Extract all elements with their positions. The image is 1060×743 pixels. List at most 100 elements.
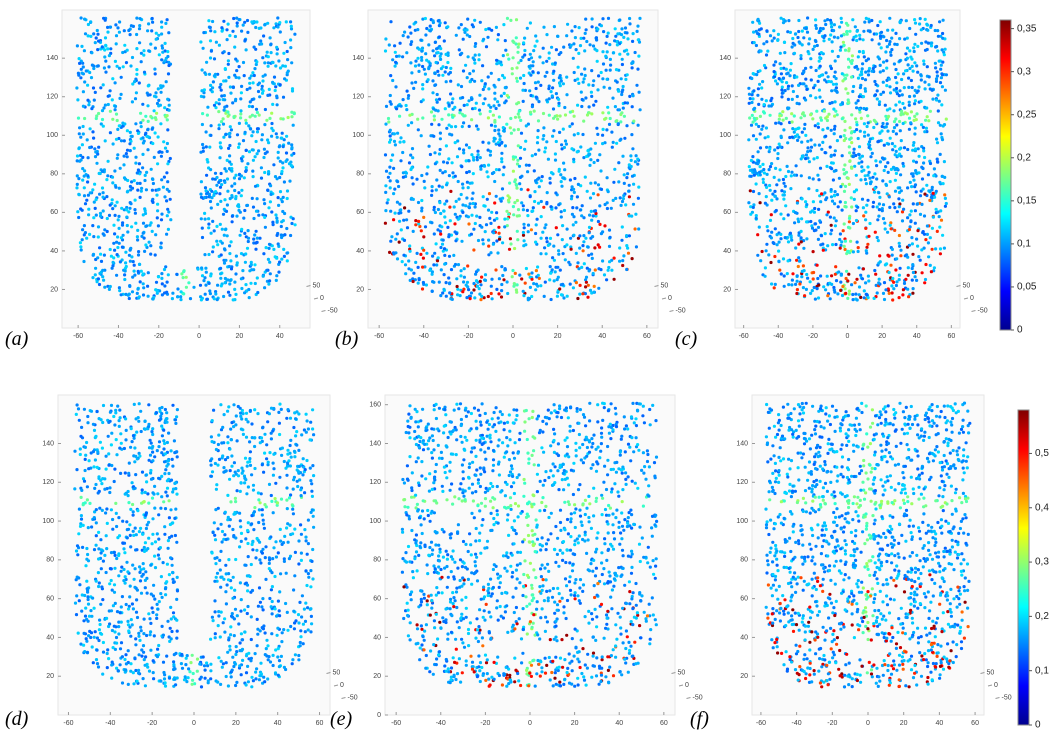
cloud-point [130,55,135,60]
cloud-point [867,145,871,150]
cloud-point [804,287,809,291]
cloud-point [521,204,525,208]
cloud-point [229,267,234,271]
cloud-point [851,250,856,254]
cloud-point [523,53,527,57]
cloud-point [149,648,153,652]
cloud-point [146,271,150,275]
cloud-point [622,49,627,53]
cloud-point [79,517,84,521]
cloud-point [830,25,834,29]
cloud-point [489,251,493,255]
cloud-point [487,238,491,242]
cloud-point [439,294,443,298]
cloud-point [496,38,500,42]
cloud-point [767,150,771,154]
cloud-point [500,160,504,164]
cloud-point [260,138,264,142]
cloud-point [141,118,145,122]
cloud-point [834,265,838,269]
cloud-point [877,202,882,206]
cloud-point [275,135,279,139]
cloud-point [855,240,859,244]
cloud-point [480,294,484,298]
cloud-point [78,126,82,130]
cloud-point [576,77,580,81]
cloud-point [163,59,167,63]
cloud-point [165,187,169,191]
cloud-point [576,65,580,69]
cloud-point [804,153,809,157]
cloud-point [916,229,920,233]
cloud-point [204,283,208,287]
cloud-point [568,124,572,128]
cloud-point [142,49,146,53]
cloud-point [580,214,584,218]
cloud-point [390,235,394,239]
cloud-point [456,83,460,87]
cloud-point [909,78,914,83]
cloud-point [829,223,833,227]
cloud-point [532,169,536,173]
cloud-point [225,203,229,207]
cloud-point [818,64,822,68]
cloud-point [592,160,596,165]
cloud-point [233,73,237,77]
cloud-point [91,86,96,90]
cloud-point [880,125,884,129]
cloud-point [779,237,783,241]
cloud-point [223,198,227,202]
cloud-point [786,213,790,217]
cloud-point [802,70,806,74]
cloud-point [248,86,252,90]
cloud-point [130,290,135,294]
cloud-point [167,108,171,112]
cloud-point [804,66,808,70]
cloud-point [865,245,869,249]
cloud-point [243,608,247,612]
cloud-point [633,160,638,164]
cloud-point [233,34,237,39]
cloud-point [922,246,926,250]
cloud-point [219,199,223,203]
cloud-point [756,17,760,21]
cloud-point [549,205,553,209]
cloud-point [145,224,149,228]
cloud-point [464,159,468,163]
cloud-point [892,88,896,92]
cloud-point [623,26,628,30]
cloud-point [587,231,591,235]
cloud-point [431,49,435,53]
cloud-point [913,126,917,130]
cloud-point [483,97,487,101]
cloud-point [843,200,848,205]
cloud-point [432,114,436,118]
cloud-point [406,35,410,39]
cloud-point [840,20,844,24]
cloud-point [864,249,868,253]
cloud-point [409,31,413,35]
cloud-point [233,188,237,193]
cloud-point [475,284,479,288]
cloud-point [506,194,510,198]
cloud-point [511,268,515,273]
cloud-point [222,94,226,98]
cloud-point [779,134,783,138]
cloud-point [584,236,588,240]
cloud-point [796,35,800,40]
cloud-point [430,289,434,293]
cloud-point [773,189,777,193]
cloud-point [466,186,470,190]
cloud-point [481,140,485,144]
cloud-point [553,270,557,274]
cloud-point [432,232,436,236]
cloud-point [240,29,244,33]
cloud-point [842,134,846,138]
cloud-point [411,279,415,284]
cloud-point [752,173,756,177]
cloud-point [105,178,109,182]
cloud-point [273,88,277,93]
cloud-point [621,259,625,263]
cloud-point [175,272,179,276]
cloud-point [773,282,777,286]
